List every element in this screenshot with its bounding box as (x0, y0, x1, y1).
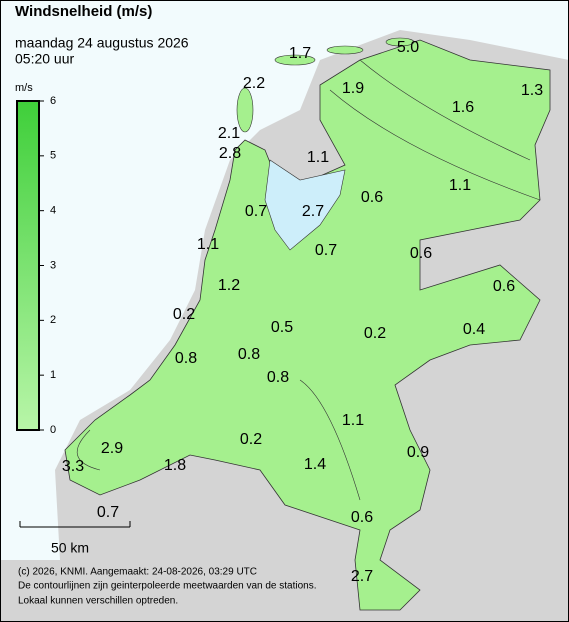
colorbar-label: 6 (50, 95, 56, 107)
footer: (c) 2026, KNMI. Aangemaakt: 24-08-2026, … (18, 567, 257, 578)
station-value: 0.7 (97, 504, 119, 521)
station-value: 0.8 (238, 346, 260, 363)
footer: De contourlijnen zijn geinterpoleerde me… (18, 581, 317, 592)
station-value: 1.8 (164, 457, 186, 474)
station-value: 0.8 (267, 369, 289, 386)
station-value: 1.4 (304, 456, 326, 473)
islands (236, 37, 415, 133)
station-value: 2.2 (243, 75, 265, 92)
legend-unit: m/s (15, 82, 33, 94)
station-value: 0.2 (173, 306, 195, 323)
station-value: 1.7 (289, 45, 311, 62)
station-value: 0.5 (271, 319, 293, 336)
station-value: 0.6 (351, 509, 373, 526)
station-value: 0.6 (361, 189, 383, 206)
contours (76, 59, 541, 501)
date: maandag 24 augustus 2026 (15, 35, 189, 51)
station-value: 0.4 (463, 321, 485, 338)
station-value: 1.9 (342, 80, 364, 97)
colorbar-label: 5 (50, 150, 56, 162)
colorbar (16, 100, 40, 431)
station-value: 1.2 (218, 277, 240, 294)
footer: Lokaal kunnen verschillen optreden. (18, 596, 178, 607)
station-value: 3.3 (62, 458, 84, 475)
station-value: 2.1 (218, 125, 240, 142)
station-value: 0.2 (364, 325, 386, 342)
station-value: 0.7 (315, 242, 337, 259)
station-value: 2.8 (219, 145, 241, 162)
ijsselmeer (264, 159, 346, 251)
colorbar-label: 0 (50, 424, 56, 436)
title: Windsnelheid (m/s) (15, 3, 152, 20)
colorbar-label: 1 (50, 369, 56, 381)
station-value: 1.1 (197, 236, 219, 253)
station-value: 5.0 (397, 39, 419, 56)
colorbar-label: 2 (50, 314, 56, 326)
colorbar-label: 3 (50, 259, 56, 271)
station-value: 2.7 (302, 203, 324, 220)
station-value: 2.9 (101, 440, 123, 457)
time: 05:20 uur (15, 51, 74, 67)
station-value: 0.2 (240, 431, 262, 448)
station-value: 1.6 (452, 99, 474, 116)
scale-label: 50 km (51, 540, 89, 556)
station-value: 0.6 (493, 278, 515, 295)
netherlands (64, 39, 551, 611)
station-value: 1.3 (521, 82, 543, 99)
station-value: 1.1 (307, 149, 329, 166)
colorbar-label: 4 (50, 205, 56, 217)
station-value: 1.1 (342, 412, 364, 429)
station-value: 1.1 (449, 177, 471, 194)
sea (0, 0, 569, 560)
station-value: 0.7 (245, 203, 267, 220)
station-value: 0.6 (410, 245, 432, 262)
station-value: 0.8 (175, 350, 197, 367)
station-value: 2.7 (351, 568, 373, 585)
station-value: 0.9 (407, 444, 429, 461)
